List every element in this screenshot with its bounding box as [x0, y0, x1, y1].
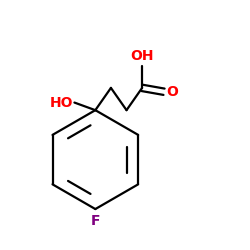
Text: OH: OH — [130, 49, 154, 63]
Text: F: F — [90, 214, 100, 228]
Text: O: O — [166, 85, 178, 99]
Text: HO: HO — [50, 96, 73, 110]
